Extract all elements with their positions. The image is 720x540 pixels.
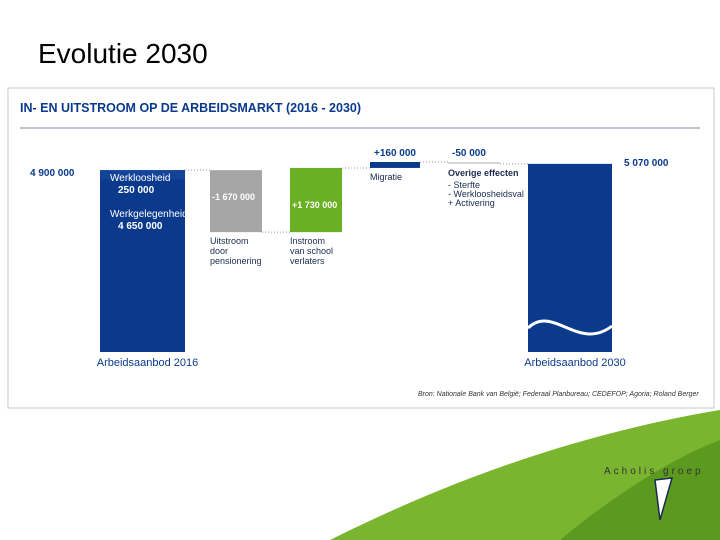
segment-value: 4 650 000	[118, 221, 163, 233]
value-label: 4 900 000	[30, 168, 75, 180]
note: - Werkloosheidsval	[448, 188, 524, 199]
step-bar	[448, 162, 500, 164]
value-label: +1 730 000	[292, 200, 338, 211]
value-label: +160 000	[374, 148, 416, 159]
total-bar	[528, 163, 612, 352]
category-label: Overige effecten	[448, 167, 519, 178]
category-label: Uitstroom door pensionering	[210, 236, 262, 267]
logo-text: Acholis groep	[604, 466, 704, 477]
chart-title: IN- EN UITSTROOM OP DE ARBEIDSMARKT (201…	[20, 101, 362, 115]
note: - Sterfte	[448, 179, 481, 190]
value-label: -1 670 000	[212, 192, 256, 203]
segment-name: Werkloosheid	[110, 173, 171, 185]
logo-mark	[654, 477, 674, 521]
value-label: -50 000	[452, 148, 486, 159]
segment-value: 250 000	[118, 185, 155, 197]
category-label: Arbeidsaanbod 2030	[524, 357, 626, 369]
note: + Activering	[448, 197, 495, 208]
source: Bron: Nationale Bank van België; Federaa…	[418, 391, 699, 398]
category-label: Instroom van school verlaters	[290, 236, 334, 267]
category-label: Arbeidsaanbod 2016	[96, 357, 199, 369]
segment-name: Werkgelegenheid	[110, 209, 188, 221]
decor-swoosh	[560, 440, 720, 540]
value-label: 5 070 000	[624, 157, 669, 169]
category-label: Migratie	[370, 171, 403, 182]
segment	[100, 179, 185, 352]
decor-wave	[526, 319, 613, 336]
step-bar	[290, 167, 342, 233]
step-bar	[370, 162, 420, 168]
slide-title: Evolutie 2030	[38, 38, 208, 69]
segment	[100, 170, 185, 180]
step-bar	[210, 170, 262, 233]
